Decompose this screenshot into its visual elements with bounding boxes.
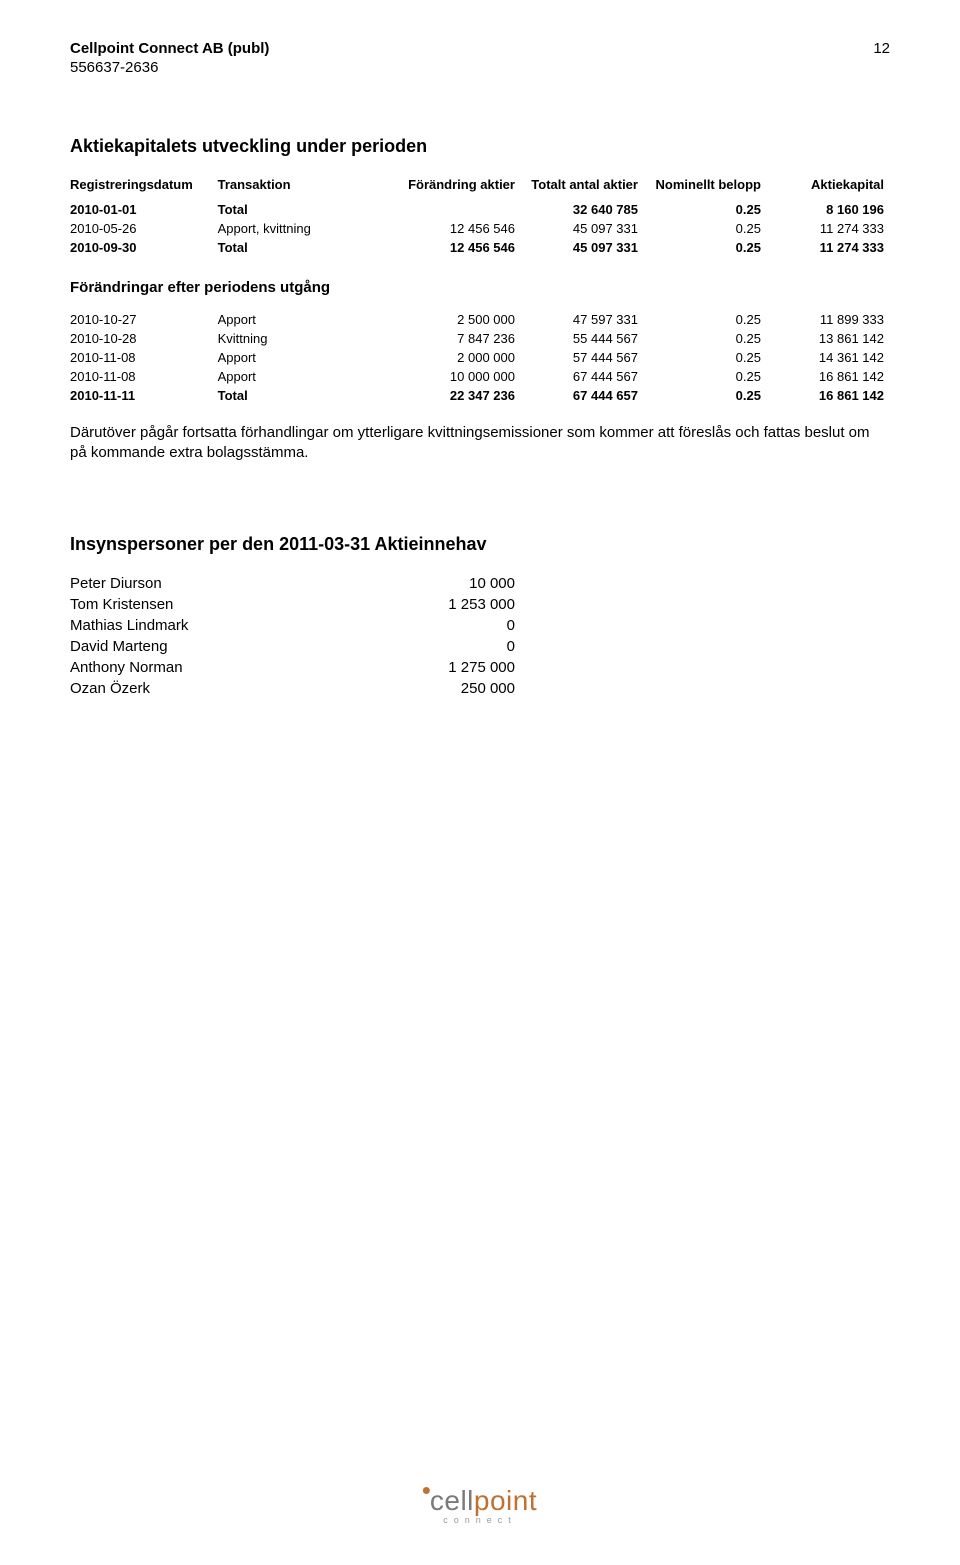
table-cell: Apport, kvittning: [218, 219, 398, 238]
insider-name: Mathias Lindmark: [70, 615, 341, 636]
table-cell: Total: [218, 200, 398, 219]
table-cell: 2010-11-08: [70, 367, 218, 386]
table-cell: 67 444 567: [521, 367, 644, 386]
table-cell: Apport: [218, 367, 398, 386]
insider-shares: 1 275 000: [341, 657, 521, 678]
insider-shares: 0: [341, 636, 521, 657]
table-cell: 8 160 196: [767, 200, 890, 219]
insider-shares: 0: [341, 615, 521, 636]
table-cell: 2 000 000: [398, 348, 521, 367]
table-cell: Apport: [218, 310, 398, 329]
table-cell: 0.25: [644, 200, 767, 219]
logo-dot-icon: [423, 1487, 430, 1494]
table-cell: 67 444 657: [521, 386, 644, 405]
table-row: 2010-11-08Apport2 000 00057 444 5670.251…: [70, 348, 890, 367]
company-name: Cellpoint Connect AB (publ): [70, 40, 890, 57]
table-cell: 2010-09-30: [70, 238, 218, 257]
table-row: 2010-05-26Apport, kvittning12 456 54645 …: [70, 219, 890, 238]
table-cell: 16 861 142: [767, 367, 890, 386]
table-row: Anthony Norman1 275 000: [70, 657, 521, 678]
table-cell: 11 274 333: [767, 238, 890, 257]
table-cell: 11 899 333: [767, 310, 890, 329]
table-row: 2010-11-08Apport10 000 00067 444 5670.25…: [70, 367, 890, 386]
insider-shares: 1 253 000: [341, 594, 521, 615]
col-trans: Transaktion: [218, 175, 398, 200]
insider-name: David Marteng: [70, 636, 341, 657]
table-cell: 0.25: [644, 367, 767, 386]
table-cell: Kvittning: [218, 329, 398, 348]
section3-title: Insynspersoner per den 2011-03-31 Aktiei…: [70, 534, 890, 555]
insider-name: Tom Kristensen: [70, 594, 341, 615]
insider-shares: 250 000: [341, 678, 521, 699]
capital-development-table: Registreringsdatum Transaktion Förändrin…: [70, 175, 890, 257]
section2-title: Förändringar efter periodens utgång: [70, 279, 890, 296]
org-number: 556637-2636: [70, 59, 890, 76]
logo-text: cellpoint: [423, 1485, 537, 1517]
table-cell: 32 640 785: [521, 200, 644, 219]
table-cell: 7 847 236: [398, 329, 521, 348]
table-cell: 45 097 331: [521, 238, 644, 257]
table-cell: 2 500 000: [398, 310, 521, 329]
table-row: 2010-10-28Kvittning7 847 23655 444 5670.…: [70, 329, 890, 348]
col-capital: Aktiekapital: [767, 175, 890, 200]
table-cell: 0.25: [644, 219, 767, 238]
table-cell: 57 444 567: [521, 348, 644, 367]
table-cell: 55 444 567: [521, 329, 644, 348]
logo-part2: point: [474, 1485, 537, 1516]
table-cell: 22 347 236: [398, 386, 521, 405]
footer-logo: cellpoint connect: [423, 1485, 537, 1525]
table-cell: 2010-11-11: [70, 386, 218, 405]
col-total: Totalt antal aktier: [521, 175, 644, 200]
table-cell: 45 097 331: [521, 219, 644, 238]
col-nominal: Nominellt belopp: [644, 175, 767, 200]
document-header: Cellpoint Connect AB (publ) 556637-2636: [70, 40, 890, 76]
table-row: Tom Kristensen1 253 000: [70, 594, 521, 615]
table-cell: 2010-05-26: [70, 219, 218, 238]
table-cell: 14 361 142: [767, 348, 890, 367]
table-cell: 12 456 546: [398, 238, 521, 257]
table-cell: Total: [218, 238, 398, 257]
post-period-changes-table: 2010-10-27Apport2 500 00047 597 3310.251…: [70, 310, 890, 405]
table-row: Mathias Lindmark0: [70, 615, 521, 636]
table-cell: 16 861 142: [767, 386, 890, 405]
table-cell: 0.25: [644, 348, 767, 367]
logo-part1: cell: [430, 1485, 474, 1516]
insider-name: Ozan Özerk: [70, 678, 341, 699]
col-change: Förändring aktier: [398, 175, 521, 200]
table-cell: 2010-01-01: [70, 200, 218, 219]
section2-paragraph: Därutöver pågår fortsatta förhandlingar …: [70, 423, 890, 464]
table-cell: 0.25: [644, 238, 767, 257]
page-number: 12: [873, 40, 890, 57]
section1-title: Aktiekapitalets utveckling under periode…: [70, 136, 890, 157]
table-row: Peter Diurson10 000: [70, 573, 521, 594]
table-cell: 11 274 333: [767, 219, 890, 238]
insider-name: Peter Diurson: [70, 573, 341, 594]
table-row: 2010-01-01Total 32 640 7850.258 160 196: [70, 200, 890, 219]
table-row: 2010-09-30Total12 456 54645 097 3310.251…: [70, 238, 890, 257]
table-cell: 2010-10-28: [70, 329, 218, 348]
table-row: 2010-11-11Total22 347 23667 444 6570.251…: [70, 386, 890, 405]
table-cell: 2010-11-08: [70, 348, 218, 367]
table-cell: 2010-10-27: [70, 310, 218, 329]
insider-name: Anthony Norman: [70, 657, 341, 678]
table-cell: 0.25: [644, 386, 767, 405]
table-row: Ozan Özerk250 000: [70, 678, 521, 699]
insider-shares: 10 000: [341, 573, 521, 594]
table-row: David Marteng0: [70, 636, 521, 657]
table-cell: 10 000 000: [398, 367, 521, 386]
table-cell: Total: [218, 386, 398, 405]
table-cell: 13 861 142: [767, 329, 890, 348]
table-row: 2010-10-27Apport2 500 00047 597 3310.251…: [70, 310, 890, 329]
table-cell: Apport: [218, 348, 398, 367]
table-cell: 47 597 331: [521, 310, 644, 329]
table-cell: 12 456 546: [398, 219, 521, 238]
insiders-table: Peter Diurson10 000Tom Kristensen1 253 0…: [70, 573, 521, 699]
table-cell: 0.25: [644, 329, 767, 348]
table-cell: [398, 200, 521, 219]
col-regdate: Registreringsdatum: [70, 175, 218, 200]
table-cell: 0.25: [644, 310, 767, 329]
